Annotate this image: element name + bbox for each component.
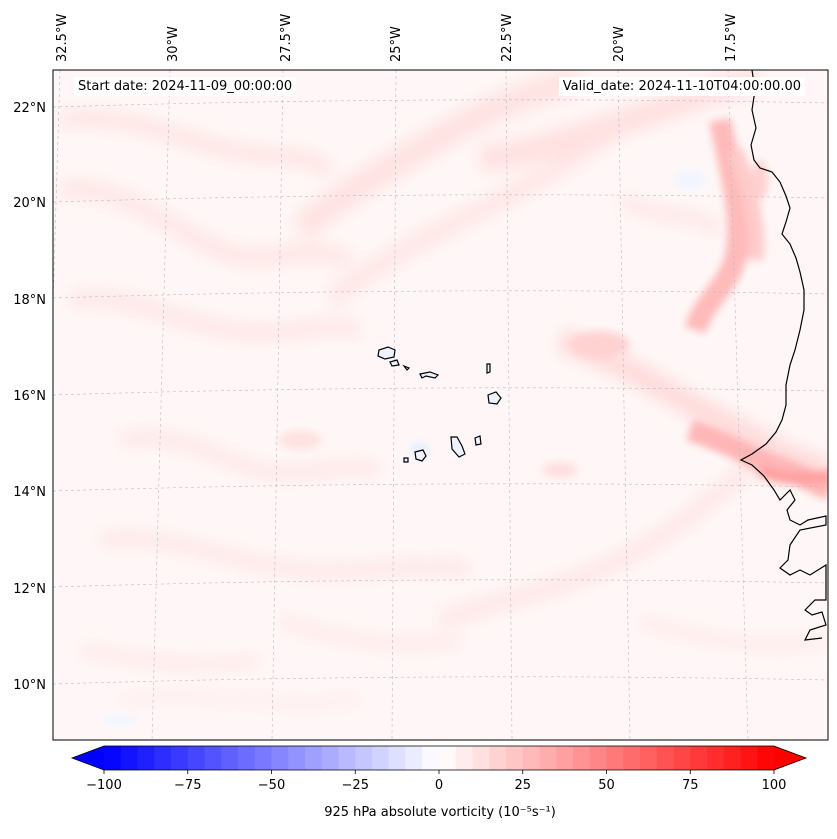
colorbar-segment <box>305 746 323 770</box>
colorbar-segment <box>321 746 340 770</box>
cape-verde-islands <box>377 346 502 463</box>
colorbar-segment <box>204 746 222 770</box>
colorbar-tick-label: 75 <box>682 778 699 793</box>
colorbar <box>70 745 808 771</box>
island-sao-nicolau <box>419 371 440 379</box>
colorbar-segment <box>120 746 139 770</box>
map-frame <box>52 69 829 741</box>
lon-label: 22.5°W <box>500 14 515 62</box>
colorbar-tick-label: −75 <box>174 778 201 793</box>
lon-label: 32.5°W <box>55 14 70 62</box>
colorbar-segment <box>673 746 691 770</box>
lon-label: 20°W <box>612 26 627 62</box>
colorbar-segment <box>472 746 490 770</box>
colorbar-segment <box>338 746 356 770</box>
colorbar-segment <box>623 746 641 770</box>
start-date-label: Start date: 2024-11-09_00:00:00 <box>74 77 297 96</box>
colorbar-segment <box>573 746 591 770</box>
colorbar-segment <box>355 746 373 770</box>
colorbar-segment <box>137 746 155 770</box>
island-santa-luzia <box>402 364 411 371</box>
island-boa-vista <box>487 391 502 405</box>
colorbar-segment <box>104 746 122 770</box>
colorbar-segment <box>271 746 289 770</box>
colorbar-segment <box>254 746 273 770</box>
west-africa-coast <box>739 70 827 641</box>
colorbar-segment <box>723 746 742 770</box>
vorticity-field <box>58 70 828 726</box>
longitude-labels: 32.5°W 30°W 27.5°W 25°W 22.5°W 20°W 17.5… <box>55 14 739 62</box>
colorbar-segment <box>690 746 708 770</box>
colorbar-segment <box>757 746 775 770</box>
colorbar-segment <box>589 746 608 770</box>
island-santiago <box>450 436 466 458</box>
latitude-labels: 22°N 20°N 18°N 16°N 14°N 12°N 10°N <box>13 101 46 693</box>
colorbar-segment <box>288 746 306 770</box>
colorbar-segment <box>455 746 474 770</box>
coastlines <box>739 70 827 641</box>
valid-date-label: Valid_date: 2024-11-10T04:00:00.00 <box>558 77 805 96</box>
colorbar-label: 925 hPa absolute vorticity (10⁻⁵s⁻¹) <box>0 805 837 820</box>
lon-label: 17.5°W <box>724 14 739 62</box>
colorbar-label-text: 925 hPa absolute vorticity <box>324 805 495 820</box>
colorbar-tick-label: −50 <box>258 778 285 793</box>
colorbar-segment <box>640 746 658 770</box>
colorbar-segment <box>606 746 624 770</box>
island-sao-vicente <box>389 359 400 367</box>
lat-label: 10°N <box>13 678 46 693</box>
colorbar-segment <box>506 746 524 770</box>
colorbar-segment <box>171 746 189 770</box>
colorbar-tick-label: 100 <box>762 778 787 793</box>
colorbar-tick-label: 0 <box>435 778 443 793</box>
colorbar-extend-max <box>774 746 806 770</box>
colorbar-segment <box>405 746 423 770</box>
colorbar-segment <box>707 746 725 770</box>
colorbar-tick-label: −100 <box>86 778 122 793</box>
lat-label: 12°N <box>13 582 46 597</box>
colorbar-segment <box>556 746 574 770</box>
colorbar-segment <box>154 746 172 770</box>
colorbar-segment <box>238 746 256 770</box>
colorbar-segment <box>489 746 507 770</box>
colorbar-segment <box>656 746 675 770</box>
island-santo-antao <box>377 346 396 360</box>
colorbar-segment <box>388 746 407 770</box>
lat-label: 18°N <box>13 293 46 308</box>
colorbar-ticks: −100 −75 −50 −25 0 25 50 75 100 <box>86 770 786 793</box>
colorbar-segment <box>522 746 541 770</box>
colorbar-segment <box>740 746 758 770</box>
colorbar-extend-min <box>72 746 104 770</box>
graticule <box>53 70 828 740</box>
colorbar-segment <box>221 746 239 770</box>
lon-label: 25°W <box>389 26 404 62</box>
island-maio <box>474 435 482 446</box>
island-brava <box>403 457 409 463</box>
colorbar-tick-label: −25 <box>342 778 369 793</box>
colorbar-units: (10⁻⁵s⁻¹) <box>498 805 556 820</box>
colorbar-segment <box>422 746 440 770</box>
colorbar-tick-label: 50 <box>598 778 615 793</box>
lat-label: 16°N <box>13 389 46 404</box>
island-fogo <box>414 449 427 462</box>
lat-label: 14°N <box>13 485 46 500</box>
colorbar-segment <box>439 746 457 770</box>
lon-label: 27.5°W <box>279 14 294 62</box>
lon-label: 30°W <box>166 26 181 62</box>
colorbar-segment <box>372 746 390 770</box>
colorbar-tick-label: 25 <box>514 778 531 793</box>
colorbar-segment <box>187 746 206 770</box>
lat-label: 22°N <box>13 101 46 116</box>
colorbar-segment <box>539 746 557 770</box>
island-sal <box>486 363 491 374</box>
lat-label: 20°N <box>13 196 46 211</box>
